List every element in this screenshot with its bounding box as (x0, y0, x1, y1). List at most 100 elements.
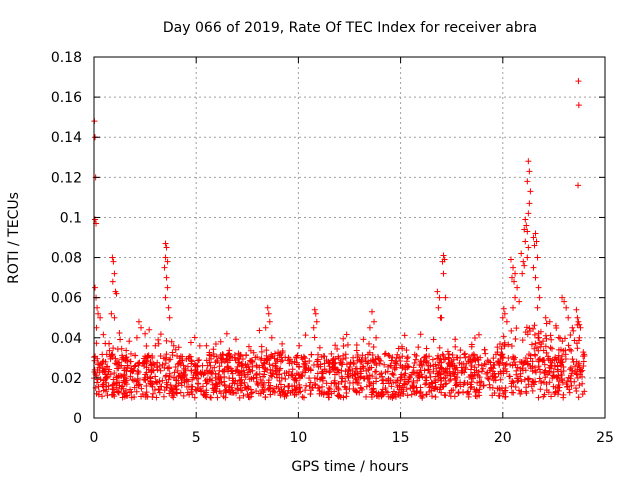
x-tick-label: 0 (90, 430, 99, 446)
noise-point (204, 370, 211, 377)
noise-point (282, 376, 289, 383)
noise-point (407, 374, 414, 381)
noise-point (157, 352, 164, 359)
noise-point (172, 377, 179, 384)
noise-point (321, 366, 328, 373)
noise-point (555, 346, 562, 353)
noise-point (537, 343, 544, 350)
noise-point (240, 367, 247, 374)
noise-point (118, 373, 125, 380)
data-point (168, 338, 175, 345)
noise-point (209, 368, 216, 375)
noise-point (450, 370, 457, 377)
data-point (525, 158, 532, 165)
y-tick-label: 0.04 (51, 331, 82, 347)
data-point (575, 102, 582, 109)
noise-point (278, 386, 285, 393)
noise-point (199, 369, 206, 376)
data-point (524, 178, 531, 185)
noise-point (149, 352, 156, 359)
noise-point (238, 380, 245, 387)
noise-point (450, 356, 457, 363)
noise-point (249, 389, 256, 396)
noise-point (165, 376, 172, 383)
noise-point (118, 356, 125, 363)
noise-point (427, 373, 434, 380)
noise-point (478, 362, 485, 369)
data-point (310, 324, 317, 331)
noise-point (118, 362, 125, 369)
noise-point (277, 358, 284, 365)
data-point (162, 254, 169, 261)
noise-point (288, 360, 295, 367)
data-point (146, 326, 153, 333)
noise-point (196, 356, 203, 363)
noise-point (407, 385, 414, 392)
noise-point (528, 341, 535, 348)
noise-point (382, 350, 389, 357)
noise-point (352, 375, 359, 382)
noise-point (437, 381, 444, 388)
noise-point (564, 377, 571, 384)
data-point (138, 324, 145, 331)
noise-point (402, 366, 409, 373)
noise-point (149, 394, 156, 401)
noise-point (496, 360, 503, 367)
noise-point (442, 392, 449, 399)
noise-point (253, 370, 260, 377)
noise-point (373, 375, 380, 382)
noise-point (172, 364, 179, 371)
noise-point (574, 321, 581, 328)
noise-point (443, 380, 450, 387)
noise-point (426, 353, 433, 360)
noise-point (337, 359, 344, 366)
noise-point (531, 351, 538, 358)
noise-point (543, 320, 550, 327)
data-point (514, 284, 521, 291)
noise-point (568, 382, 575, 389)
noise-point (373, 368, 380, 375)
noise-point (552, 363, 559, 370)
noise-point (126, 338, 133, 345)
noise-point (359, 363, 366, 370)
noise-point (576, 382, 583, 389)
noise-point (311, 374, 318, 381)
noise-point (547, 344, 554, 351)
noise-point (542, 374, 549, 381)
noise-point (419, 362, 426, 369)
noise-point (123, 354, 130, 361)
noise-point (558, 362, 565, 369)
noise-point (394, 351, 401, 358)
noise-point (99, 365, 106, 372)
data-point (535, 284, 542, 291)
data-point (438, 314, 445, 321)
noise-point (437, 374, 444, 381)
data-point (172, 346, 179, 353)
noise-point (289, 389, 296, 396)
data-point (512, 294, 519, 301)
data-point (524, 254, 531, 261)
noise-point (257, 376, 264, 383)
data-point (265, 310, 272, 317)
noise-point (117, 336, 124, 343)
noise-point (382, 385, 389, 392)
noise-point (220, 367, 227, 374)
data-point (368, 308, 375, 315)
noise-point (457, 354, 464, 361)
noise-point (364, 360, 371, 367)
noise-point (401, 376, 408, 383)
noise-point (550, 373, 557, 380)
noise-point (484, 369, 491, 376)
noise-point (199, 383, 206, 390)
noise-point (135, 381, 142, 388)
noise-point (243, 351, 250, 358)
noise-point (115, 389, 122, 396)
noise-point (138, 393, 145, 400)
noise-point (489, 384, 496, 391)
noise-point (531, 364, 538, 371)
noise-point (519, 365, 526, 372)
noise-point (398, 386, 405, 393)
noise-point (203, 380, 210, 387)
noise-point (393, 360, 400, 367)
data-point (268, 334, 275, 341)
